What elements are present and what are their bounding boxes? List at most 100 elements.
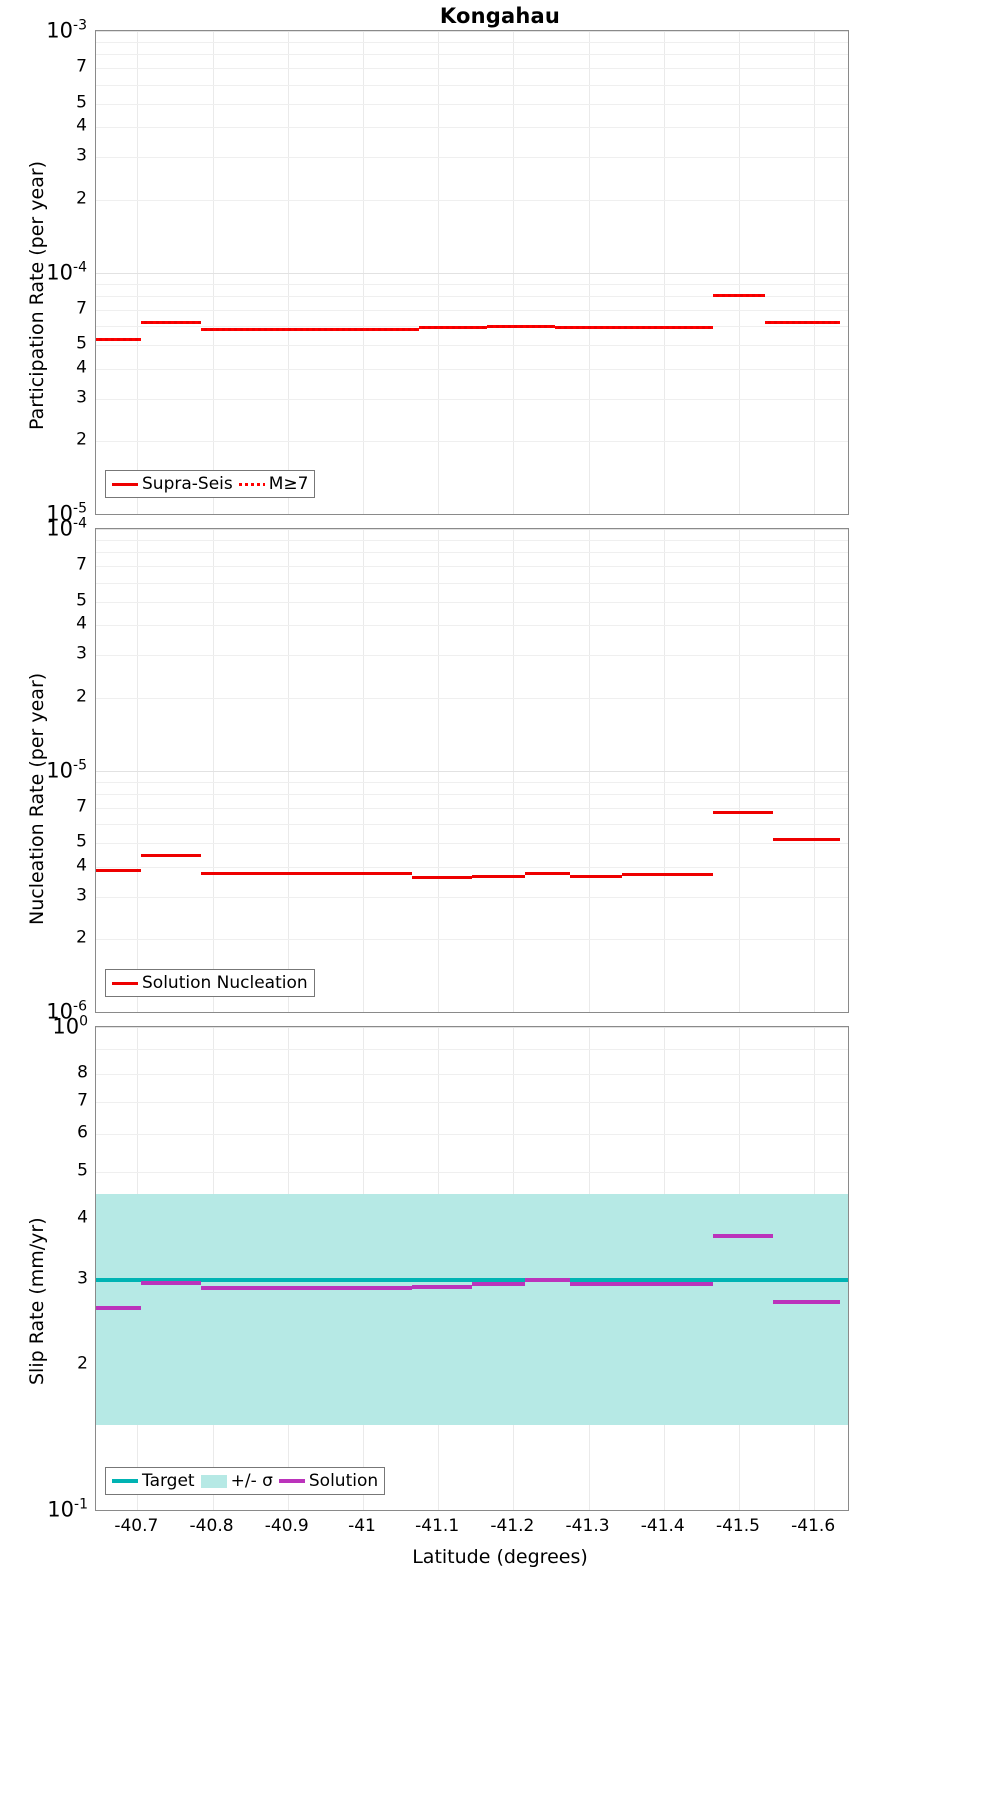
- grid-line-horizontal: [96, 84, 848, 86]
- y-tick-label-decade: 10-4: [46, 515, 87, 541]
- panel-nucleation-rate: [95, 528, 849, 1013]
- grid-line-horizontal: [96, 566, 848, 568]
- data-step-segment: [487, 324, 555, 328]
- data-step-segment: [419, 326, 488, 330]
- grid-line-horizontal: [96, 345, 848, 347]
- panel1-y-tick-labels: 10-5 10-4 10-3 2 2 3 3 4 4 5 5 7 7: [0, 19, 87, 525]
- grid-line-horizontal: [96, 866, 848, 868]
- y-tick-label-decade: 10-5: [46, 500, 87, 526]
- grid-line-horizontal: [96, 1510, 848, 1511]
- panel2-plot-area: [96, 529, 848, 1012]
- data-step-segment: [524, 871, 570, 875]
- grid-line-horizontal: [96, 272, 848, 274]
- panel2-y-axis-title: Nucleation Rate (per year): [26, 672, 48, 925]
- grid-line-horizontal: [96, 540, 848, 542]
- data-step-segment: [141, 1281, 202, 1286]
- grid-line-horizontal: [96, 283, 848, 285]
- x-tick-label: -40.7: [114, 1516, 159, 1536]
- legend-entry-solution-nucleation[interactable]: Solution Nucleation: [112, 973, 308, 993]
- grid-line-horizontal: [96, 824, 848, 826]
- legend-label-target: Target: [142, 1471, 195, 1491]
- grid-line-horizontal: [96, 1101, 848, 1103]
- y-tick-label-minor: 3: [76, 643, 87, 664]
- panel1-legend[interactable]: Supra-Seis M≥7: [105, 470, 316, 498]
- grid-line-horizontal: [96, 199, 848, 201]
- data-step-segment: [201, 871, 412, 875]
- legend-entry-sigma[interactable]: +/- σ: [200, 1471, 273, 1491]
- grid-line-horizontal: [96, 843, 848, 845]
- grid-line-horizontal: [96, 441, 848, 443]
- grid-line-horizontal: [96, 42, 848, 44]
- data-step-segment: [622, 873, 713, 877]
- y-tick-label-decade: 100: [52, 1013, 88, 1039]
- data-step-segment: [201, 328, 420, 332]
- grid-line-horizontal: [96, 31, 848, 32]
- data-step-segment: [411, 876, 472, 880]
- legend-entry-supra-seis[interactable]: Supra-Seis: [112, 474, 233, 494]
- panel3-plot-area: [96, 1027, 848, 1510]
- grid-line-horizontal: [96, 1049, 848, 1051]
- solid-magenta-line-icon: [278, 1479, 305, 1483]
- x-tick-label: -41.5: [715, 1516, 760, 1536]
- y-tick-label-decade: 10-5: [46, 757, 87, 782]
- y-tick-label-minor: 4: [77, 1207, 88, 1228]
- y-tick-label-minor: 5: [76, 92, 87, 113]
- data-step-segment: [772, 837, 841, 841]
- data-step-segment: [524, 1277, 570, 1282]
- grid-line-horizontal: [96, 1172, 848, 1174]
- dotted-red-line-icon: [238, 482, 265, 486]
- y-tick-label-minor: 4: [76, 115, 87, 136]
- cyan-band-swatch-icon: [200, 1474, 227, 1488]
- grid-line-horizontal: [96, 368, 848, 370]
- data-step-segment: [712, 811, 773, 814]
- data-step-segment: [411, 1285, 472, 1290]
- x-tick-label: -41.6: [791, 1516, 836, 1536]
- grid-line-horizontal: [96, 1134, 848, 1136]
- y-tick-label-minor: 2: [77, 1353, 88, 1374]
- data-step-segment: [201, 1286, 412, 1291]
- data-step-segment: [96, 869, 142, 873]
- y-tick-label-minor: 3: [76, 387, 87, 408]
- y-tick-label-minor: 2: [76, 686, 87, 707]
- y-tick-label-decade: 10-1: [47, 1496, 88, 1522]
- solid-cyan-line-icon: [112, 1479, 138, 1483]
- y-tick-label-minor: 4: [76, 613, 87, 634]
- y-tick-label-minor: 7: [76, 298, 87, 319]
- data-step-segment: [141, 321, 202, 325]
- legend-entry-solution[interactable]: Solution: [278, 1471, 379, 1491]
- grid-line-horizontal: [96, 697, 848, 699]
- panel3-y-axis-title: Slip Rate (mm/yr): [26, 1217, 48, 1385]
- grid-line-horizontal: [96, 103, 848, 105]
- data-step-segment: [96, 337, 142, 341]
- legend-label-sigma: +/- σ: [230, 1471, 273, 1491]
- x-tick-label: -41.3: [565, 1516, 610, 1536]
- data-step-segment: [554, 326, 713, 330]
- legend-entry-target[interactable]: Target: [112, 1471, 195, 1491]
- y-tick-label-minor: 7: [77, 1090, 88, 1111]
- grid-line-horizontal: [96, 1073, 848, 1075]
- panel2-y-tick-labels: 10-6 10-5 10-4 2 2 3 3 4 4 5 5 7 7: [0, 517, 87, 1023]
- y-tick-label-minor: 2: [76, 188, 87, 209]
- panel3-legend[interactable]: Target +/- σ Solution: [105, 1467, 386, 1495]
- y-tick-label-minor: 5: [76, 831, 87, 852]
- y-tick-label-minor: 3: [76, 145, 87, 166]
- panel-slip-rate: [95, 1026, 849, 1511]
- y-tick-label-minor: 5: [76, 590, 87, 611]
- legend-entry-m7[interactable]: M≥7: [238, 474, 308, 494]
- y-tick-label-minor: 4: [76, 357, 87, 378]
- data-step-segment: [141, 853, 202, 857]
- y-tick-label-minor: 6: [77, 1122, 88, 1143]
- legend-label-solution: Solution: [308, 1471, 379, 1491]
- data-step-segment: [569, 1281, 713, 1286]
- grid-line-horizontal: [96, 295, 848, 297]
- grid-line-horizontal: [96, 127, 848, 129]
- data-step-segment: [569, 874, 623, 878]
- grid-line-horizontal: [96, 793, 848, 795]
- data-step-segment: [712, 294, 766, 298]
- data-step-segment: [712, 1233, 773, 1238]
- panel-participation-rate: [95, 30, 849, 515]
- sigma-band: [96, 1194, 848, 1425]
- data-step-segment: [96, 1305, 142, 1310]
- panel2-legend[interactable]: Solution Nucleation: [105, 969, 315, 997]
- y-tick-label-minor: 2: [76, 429, 87, 450]
